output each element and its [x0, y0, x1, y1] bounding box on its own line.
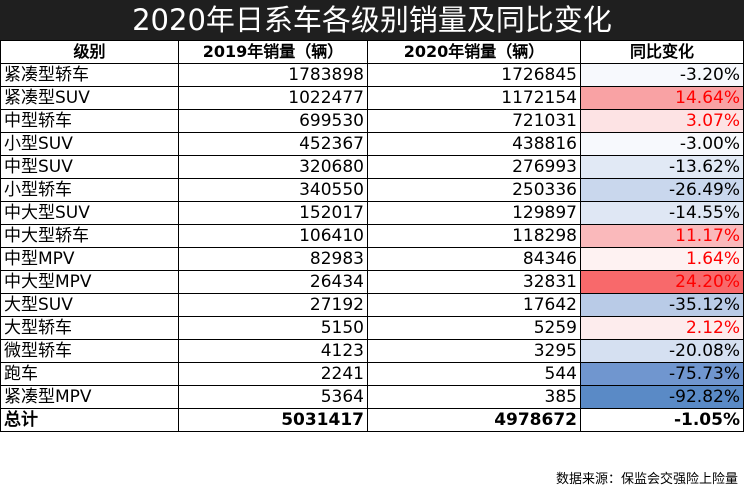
category-cell: 紧凑型MPV [0, 385, 179, 409]
sales-2020-cell: 250336 [367, 178, 581, 202]
yoy-change-cell: -13.62% [580, 155, 744, 179]
table-row: 小型SUV 452367 438816 -3.00% [0, 132, 744, 156]
category-cell: 小型轿车 [0, 178, 179, 202]
total-label-cell: 总计 [0, 408, 179, 432]
data-source-note: 数据来源：保监会交强险上险量 [555, 472, 738, 487]
category-cell: 中型轿车 [0, 109, 179, 133]
table-row: 中型MPV 82983 84346 1.64% [0, 247, 744, 271]
sales-2019-cell: 106410 [178, 224, 368, 248]
category-cell: 中型SUV [0, 155, 179, 179]
sales-2020-cell: 1172154 [367, 86, 581, 110]
table-body: 紧凑型轿车 1783898 1726845 -3.20% 紧凑型SUV 1022477 11… [0, 63, 744, 432]
category-cell: 大型轿车 [0, 316, 179, 340]
table-row: 跑车 2241 544 -75.73% [0, 362, 744, 386]
yoy-change-cell: 11.17% [580, 224, 744, 248]
header-category: 级别 [0, 40, 179, 64]
table-row: 紧凑型SUV 1022477 1172154 14.64% [0, 86, 744, 110]
sales-2020-cell: 84346 [367, 247, 581, 271]
header-sales-2020: 2020年销量（辆） [367, 40, 581, 64]
table-row: 中型轿车 699530 721031 3.07% [0, 109, 744, 133]
yoy-change-cell: -92.82% [580, 385, 744, 409]
sales-2020-cell: 385 [367, 385, 581, 409]
sales-2019-cell: 1783898 [178, 63, 368, 87]
sales-2020-cell: 5259 [367, 316, 581, 340]
yoy-change-cell: -26.49% [580, 178, 744, 202]
table-row: 大型轿车 5150 5259 2.12% [0, 316, 744, 340]
yoy-change-cell: -20.08% [580, 339, 744, 363]
total-sales-2019-cell: 5031417 [178, 408, 368, 432]
sales-2020-cell: 129897 [367, 201, 581, 225]
yoy-change-cell: -14.55% [580, 201, 744, 225]
table-row: 微型轿车 4123 3295 -20.08% [0, 339, 744, 363]
table-row: 紧凑型轿车 1783898 1726845 -3.20% [0, 63, 744, 87]
category-cell: 中大型SUV [0, 201, 179, 225]
sales-table: 级别 2019年销量（辆） 2020年销量（辆） 同比变化 紧凑型轿车 17838… [0, 40, 744, 432]
sales-2019-cell: 5150 [178, 316, 368, 340]
sales-2019-cell: 340550 [178, 178, 368, 202]
sales-2020-cell: 118298 [367, 224, 581, 248]
sales-2020-cell: 721031 [367, 109, 581, 133]
table-row: 紧凑型MPV 5364 385 -92.82% [0, 385, 744, 409]
header-sales-2019: 2019年销量（辆） [178, 40, 368, 64]
sales-2019-cell: 1022477 [178, 86, 368, 110]
sales-2019-cell: 82983 [178, 247, 368, 271]
category-cell: 大型SUV [0, 293, 179, 317]
table-row: 中大型SUV 152017 129897 -14.55% [0, 201, 744, 225]
yoy-change-cell: -3.00% [580, 132, 744, 156]
yoy-change-cell: -35.12% [580, 293, 744, 317]
sales-2020-cell: 438816 [367, 132, 581, 156]
category-cell: 中大型MPV [0, 270, 179, 294]
sales-2019-cell: 2241 [178, 362, 368, 386]
category-cell: 小型SUV [0, 132, 179, 156]
category-cell: 紧凑型SUV [0, 86, 179, 110]
yoy-change-cell: 14.64% [580, 86, 744, 110]
sales-2019-cell: 320680 [178, 155, 368, 179]
table-row: 中型SUV 320680 276993 -13.62% [0, 155, 744, 179]
yoy-change-cell: 1.64% [580, 247, 744, 271]
sales-2020-cell: 544 [367, 362, 581, 386]
sales-2020-cell: 276993 [367, 155, 581, 179]
sales-2019-cell: 699530 [178, 109, 368, 133]
sales-2019-cell: 27192 [178, 293, 368, 317]
table-row: 中大型MPV 26434 32831 24.20% [0, 270, 744, 294]
category-cell: 微型轿车 [0, 339, 179, 363]
category-cell: 跑车 [0, 362, 179, 386]
total-sales-2020-cell: 4978672 [367, 408, 581, 432]
sales-2019-cell: 5364 [178, 385, 368, 409]
sales-2019-cell: 452367 [178, 132, 368, 156]
header-row: 级别 2019年销量（辆） 2020年销量（辆） 同比变化 [0, 40, 744, 64]
total-yoy-change-cell: -1.05% [580, 408, 744, 432]
sales-2019-cell: 26434 [178, 270, 368, 294]
yoy-change-cell: 3.07% [580, 109, 744, 133]
sales-2019-cell: 4123 [178, 339, 368, 363]
yoy-change-cell: 24.20% [580, 270, 744, 294]
category-cell: 紧凑型轿车 [0, 63, 179, 87]
chart-title: 2020年日系车各级别销量及同比变化 [0, 0, 744, 40]
yoy-change-cell: 2.12% [580, 316, 744, 340]
table-row: 小型轿车 340550 250336 -26.49% [0, 178, 744, 202]
yoy-change-cell: -75.73% [580, 362, 744, 386]
yoy-change-cell: -3.20% [580, 63, 744, 87]
table-row: 中大型轿车 106410 118298 11.17% [0, 224, 744, 248]
sales-2019-cell: 152017 [178, 201, 368, 225]
total-row: 总计 5031417 4978672 -1.05% [0, 408, 744, 432]
sales-2020-cell: 3295 [367, 339, 581, 363]
category-cell: 中大型轿车 [0, 224, 179, 248]
category-cell: 中型MPV [0, 247, 179, 271]
header-yoy-change: 同比变化 [580, 40, 744, 64]
sales-2020-cell: 17642 [367, 293, 581, 317]
table-row: 大型SUV 27192 17642 -35.12% [0, 293, 744, 317]
sales-2020-cell: 1726845 [367, 63, 581, 87]
sales-2020-cell: 32831 [367, 270, 581, 294]
